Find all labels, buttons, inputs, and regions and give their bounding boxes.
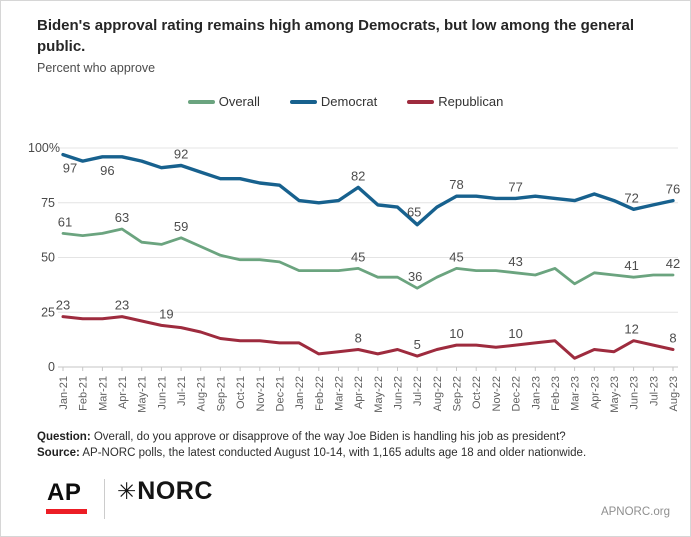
svg-text:May-21: May-21 [137,376,149,413]
norc-logo: ✳ NORC [117,477,213,506]
svg-text:25: 25 [41,305,55,319]
svg-text:59: 59 [174,219,188,234]
apnorc-org-link[interactable]: APNORC.org [600,506,670,518]
svg-text:76: 76 [666,182,680,197]
svg-text:12: 12 [624,322,638,337]
svg-text:45: 45 [351,249,365,264]
svg-text:Jan-21: Jan-21 [58,376,70,410]
legend-label-democrat: Democrat [320,94,378,109]
question-note: Question: Overall, do you approve or dis… [37,431,682,443]
chart-subtitle: Percent who approve [37,61,156,75]
svg-text:Aug-22: Aug-22 [432,376,444,411]
source-note: Source: AP-NORC polls, the latest conduc… [37,447,682,459]
svg-text:Feb-21: Feb-21 [78,376,90,411]
svg-text:Apr-23: Apr-23 [589,376,601,409]
svg-text:82: 82 [351,168,365,183]
source-text: AP-NORC polls, the latest conducted Augu… [79,447,587,459]
svg-text:Jun-22: Jun-22 [393,376,405,410]
svg-text:78: 78 [449,177,463,192]
svg-text:Jun-23: Jun-23 [629,376,641,410]
source-label: Source: [37,447,80,459]
legend-swatch-democrat [289,99,317,104]
svg-text:43: 43 [508,254,522,269]
svg-text:Feb-22: Feb-22 [314,376,326,411]
svg-text:50: 50 [41,251,55,265]
svg-text:100%: 100% [28,141,60,155]
svg-text:Sep-22: Sep-22 [452,376,464,411]
svg-text:Jul-23: Jul-23 [648,376,660,406]
logo-divider [104,479,105,519]
svg-text:5: 5 [414,337,421,352]
legend-label-overall: Overall [218,94,260,109]
legend-swatch-overall [187,99,215,104]
question-label: Question: [37,431,91,443]
ap-logo-red-bar [46,509,87,514]
svg-text:97: 97 [63,161,77,176]
question-text: Overall, do you approve or disapprove of… [90,431,566,443]
legend-item-overall: Overall [187,94,260,109]
legend-label-republican: Republican [438,94,504,109]
svg-text:77: 77 [508,179,522,194]
svg-text:10: 10 [508,326,522,341]
svg-text:Oct-22: Oct-22 [471,376,483,409]
legend-item-republican: Republican [407,94,503,109]
svg-text:Apr-21: Apr-21 [117,376,129,409]
svg-text:May-22: May-22 [373,376,385,413]
ap-logo: AP [47,479,82,506]
svg-text:61: 61 [58,214,72,229]
svg-text:Aug-23: Aug-23 [668,376,680,411]
svg-text:10: 10 [449,326,463,341]
svg-text:Mar-23: Mar-23 [570,376,582,411]
svg-text:19: 19 [159,306,173,321]
svg-text:May-23: May-23 [609,376,621,413]
svg-text:0: 0 [48,360,55,374]
svg-text:Apr-22: Apr-22 [353,376,365,409]
svg-text:Jul-22: Jul-22 [412,376,424,406]
svg-text:45: 45 [449,249,463,264]
norc-star-icon: ✳ [117,478,137,504]
svg-text:63: 63 [115,210,129,225]
approval-line-chart: 0 25 50 75 100% Jan-21 Feb-21 Mar-21 Apr-21 May-2… [28,141,680,413]
svg-text:Sep-21: Sep-21 [215,376,227,411]
svg-text:Feb-23: Feb-23 [550,376,562,411]
svg-text:Jan-23: Jan-23 [530,376,542,410]
svg-text:36: 36 [408,269,422,284]
norc-logo-text: NORC [137,477,213,505]
svg-text:23: 23 [56,298,70,313]
svg-text:Mar-22: Mar-22 [334,376,346,411]
svg-text:41: 41 [624,258,638,273]
svg-text:23: 23 [115,298,129,313]
svg-text:92: 92 [174,147,188,162]
svg-text:72: 72 [624,190,638,205]
svg-text:Jan-22: Jan-22 [294,376,306,410]
svg-text:Oct-21: Oct-21 [235,376,247,409]
svg-text:Mar-21: Mar-21 [97,376,109,411]
svg-text:Jul-21: Jul-21 [176,376,188,406]
legend-swatch-republican [407,99,435,104]
svg-text:75: 75 [41,196,55,210]
svg-text:Nov-22: Nov-22 [491,376,503,411]
svg-text:Dec-21: Dec-21 [275,376,287,411]
svg-text:Nov-21: Nov-21 [255,376,267,411]
chart-legend: Overall Democrat Republican [1,94,690,109]
svg-text:8: 8 [355,331,362,346]
svg-text:65: 65 [407,205,421,220]
svg-text:Dec-22: Dec-22 [511,376,523,411]
svg-text:96: 96 [100,163,114,178]
legend-item-democrat: Democrat [289,94,378,109]
chart-title: Biden's approval rating remains high amo… [37,17,635,56]
svg-text:42: 42 [666,256,680,271]
svg-text:8: 8 [669,331,676,346]
svg-text:Aug-21: Aug-21 [196,376,208,411]
svg-text:Jun-21: Jun-21 [156,376,168,410]
